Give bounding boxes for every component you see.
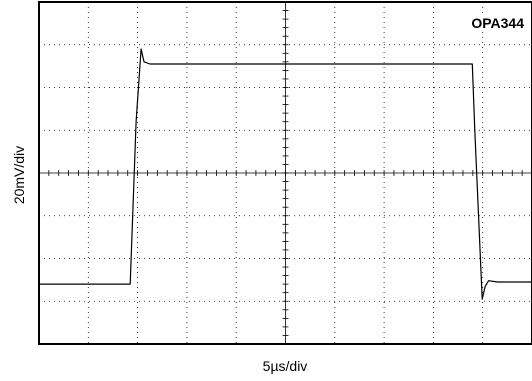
center-axes: [38, 1, 532, 345]
device-label: OPA344: [469, 15, 526, 31]
y-axis-label-text: 20mV/div: [11, 145, 28, 205]
x-axis-label: 5µs/div: [262, 358, 308, 374]
y-axis-label: 20mV/div: [2, 110, 36, 240]
waveform-trace: [39, 48, 532, 300]
